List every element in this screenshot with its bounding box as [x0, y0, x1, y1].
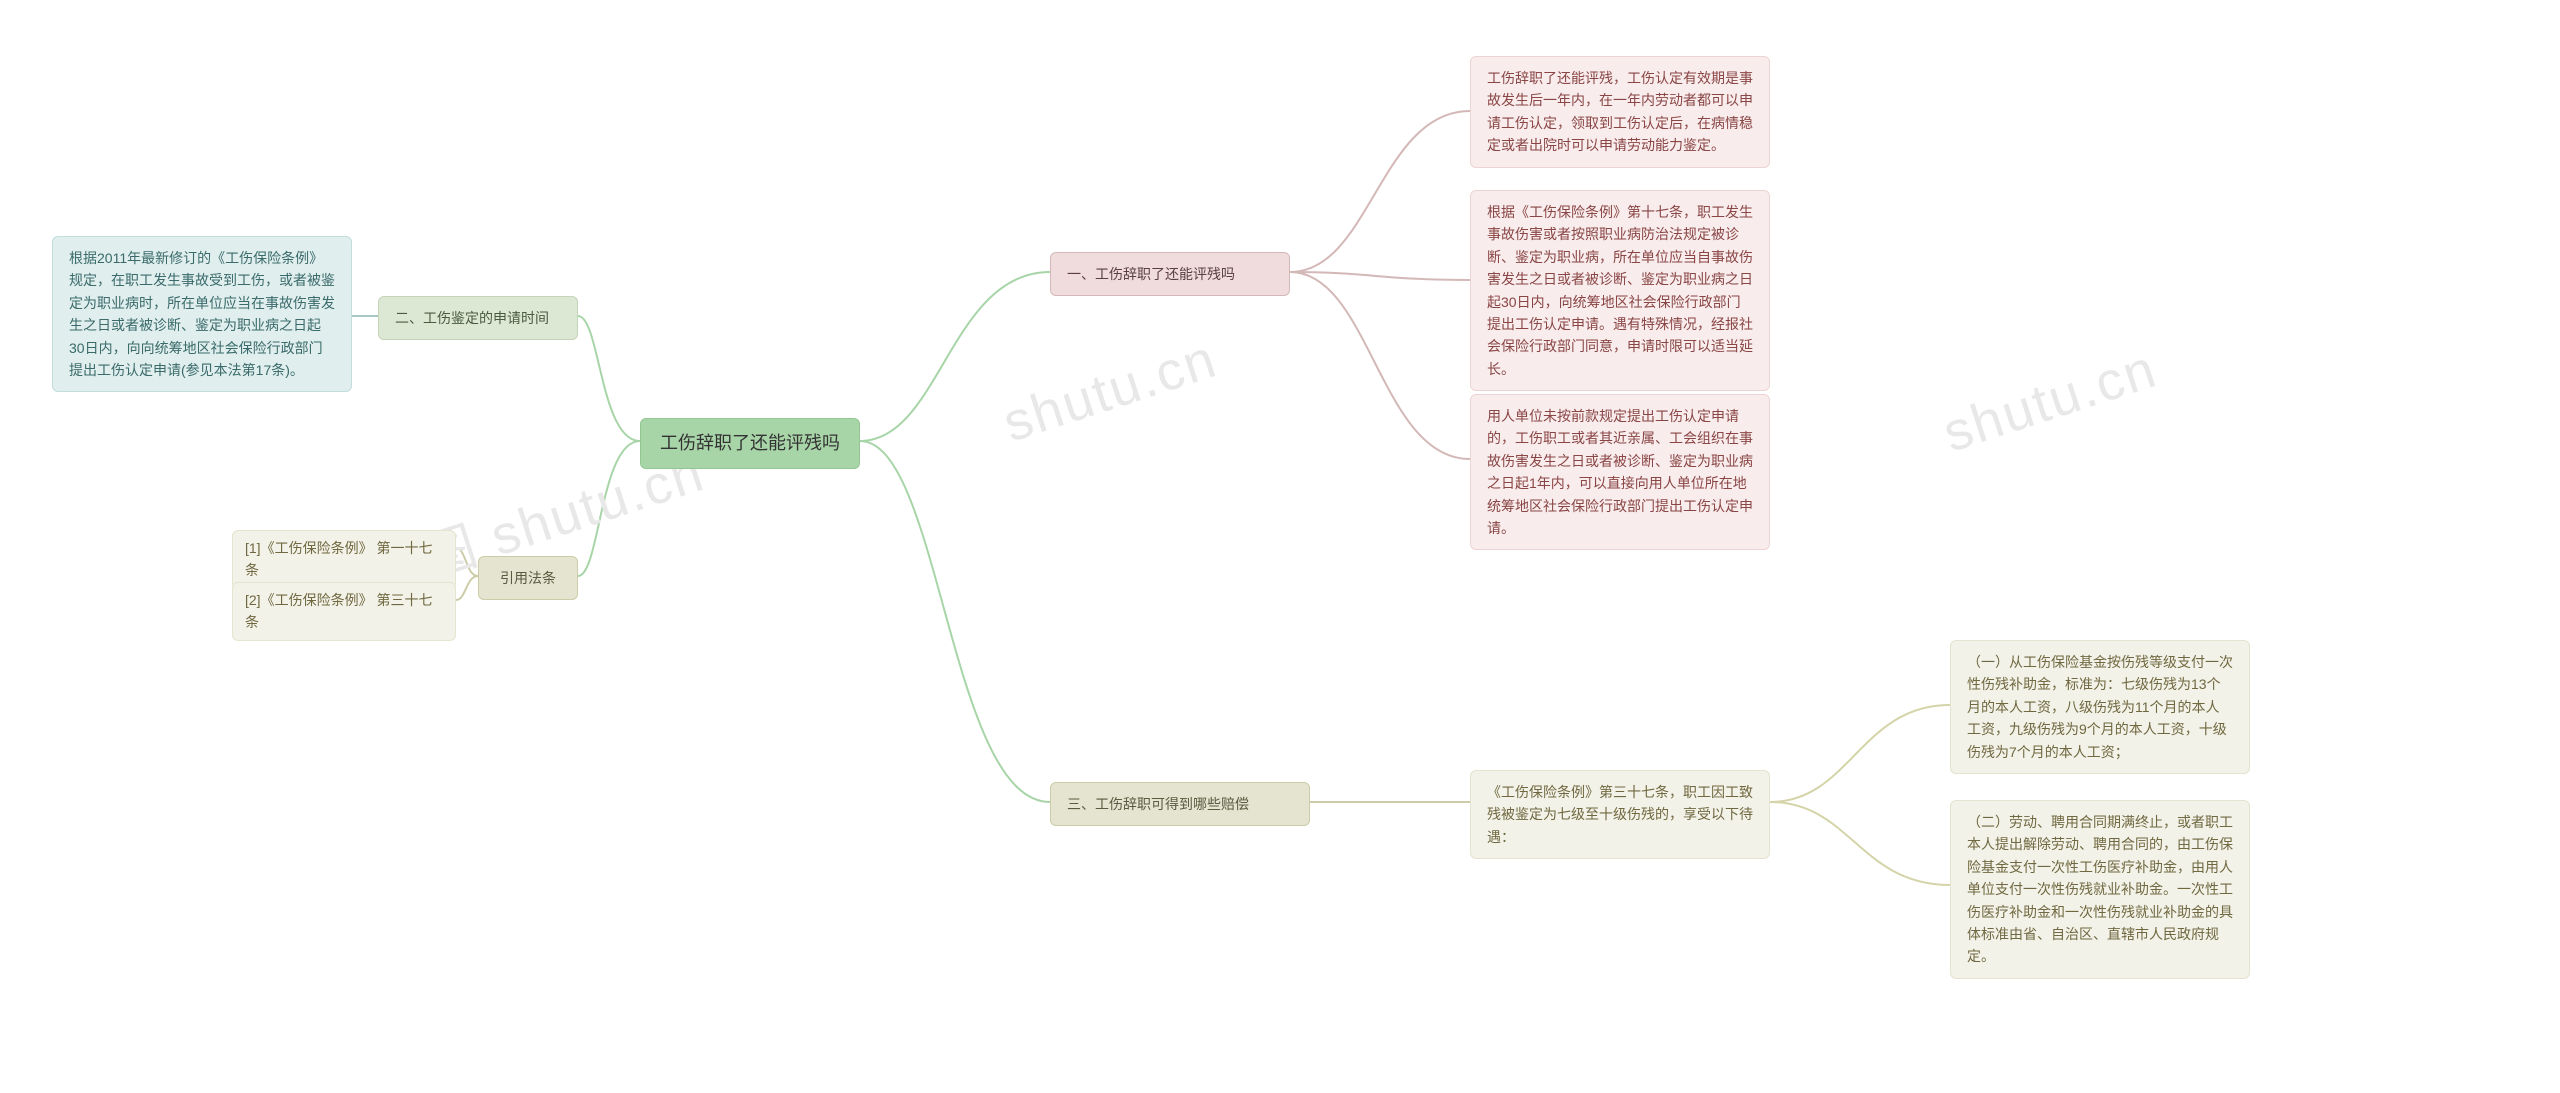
edge-b1-l3 [1290, 272, 1470, 459]
edge-bref-l1 [456, 548, 478, 576]
edge-root-b1 [860, 272, 1050, 441]
branch-ref-leaf-1: [1]《工伤保险条例》 第一十七条 [232, 530, 456, 589]
edge-bref-l2 [456, 576, 478, 600]
branch-1-leaf-2: 根据《工伤保险条例》第十七条，职工发生事故伤害或者按照职业病防治法规定被诊断、鉴… [1470, 190, 1770, 391]
branch-ref-leaf-2: [2]《工伤保险条例》 第三十七条 [232, 582, 456, 641]
branch-1-leaf-1: 工伤辞职了还能评残，工伤认定有效期是事故发生后一年内，在一年内劳动者都可以申请工… [1470, 56, 1770, 168]
branch-3-leaf-1: （一）从工伤保险基金按伤残等级支付一次性伤残补助金，标准为：七级伤残为13个月的… [1950, 640, 2250, 774]
branch-3[interactable]: 三、工伤辞职可得到哪些赔偿 [1050, 782, 1310, 826]
branch-1-leaf-3: 用人单位未按前款规定提出工伤认定申请的，工伤职工或者其近亲属、工会组织在事故伤害… [1470, 394, 1770, 550]
branch-2-leaf: 根据2011年最新修订的《工伤保险条例》规定，在职工发生事故受到工伤，或者被鉴定… [52, 236, 352, 392]
edge-root-bref [578, 441, 640, 576]
edge-b1-l1 [1290, 111, 1470, 272]
root-node[interactable]: 工伤辞职了还能评残吗 [640, 418, 860, 469]
edge-b1-l2 [1290, 272, 1470, 280]
branch-1[interactable]: 一、工伤辞职了还能评残吗 [1050, 252, 1290, 296]
branch-3-leaf-2: （二）劳动、聘用合同期满终止，或者职工本人提出解除劳动、聘用合同的，由工伤保险基… [1950, 800, 2250, 979]
edge-b3-l2 [1770, 802, 1950, 885]
watermark-3: shutu.cn [1936, 338, 2165, 465]
branch-2[interactable]: 二、工伤鉴定的申请时间 [378, 296, 578, 340]
watermark-2: shutu.cn [996, 328, 1225, 455]
branch-ref[interactable]: 引用法条 [478, 556, 578, 600]
branch-3-mid: 《工伤保险条例》第三十七条，职工因工致残被鉴定为七级至十级伤残的，享受以下待遇： [1470, 770, 1770, 859]
edge-root-b2 [578, 316, 640, 441]
edge-root-b3 [860, 441, 1050, 802]
edge-b3-l1 [1770, 705, 1950, 802]
